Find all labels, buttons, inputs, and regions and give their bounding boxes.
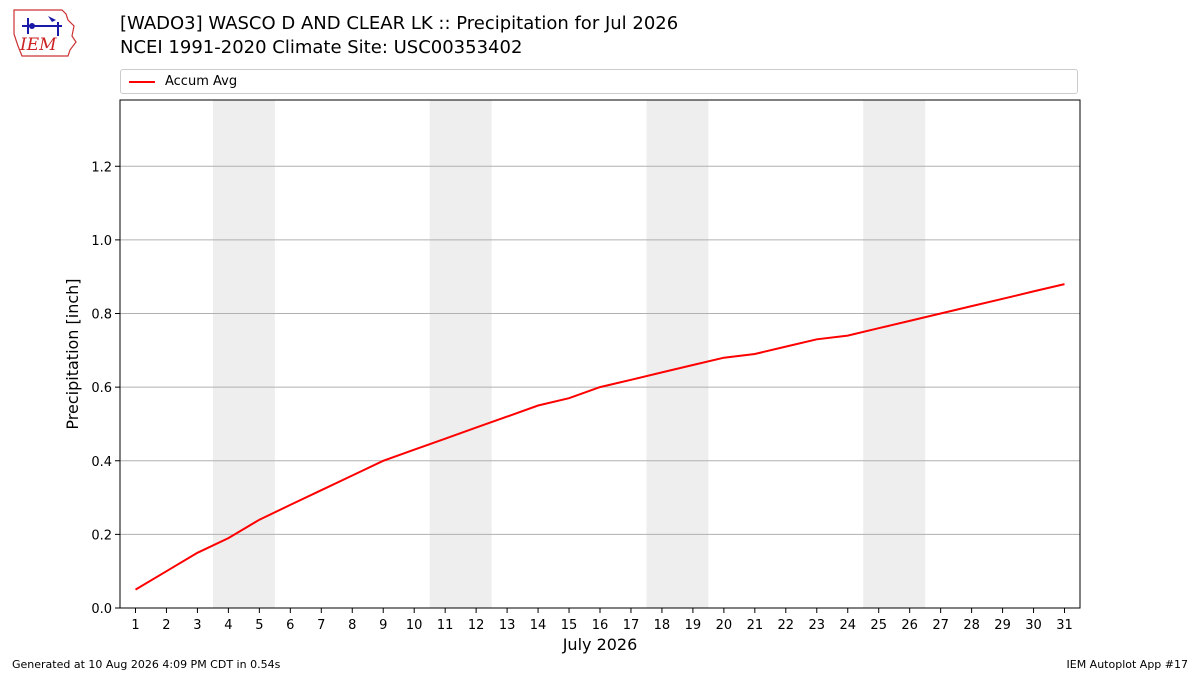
generated-timestamp: Generated at 10 Aug 2026 4:09 PM CDT in … bbox=[12, 658, 281, 671]
x-tick-label-31: 31 bbox=[1056, 618, 1073, 633]
x-tick-label-9: 9 bbox=[379, 618, 387, 633]
y-tick-label-5: 1.0 bbox=[91, 234, 112, 249]
x-tick-label-16: 16 bbox=[592, 618, 609, 633]
y-axis-label: Precipitation [inch] bbox=[63, 278, 82, 429]
series-line-accum-avg bbox=[134, 283, 1065, 591]
x-tick-label-11: 11 bbox=[437, 618, 454, 633]
chart-subtitle: NCEI 1991-2020 Climate Site: USC00353402 bbox=[120, 37, 523, 58]
x-tick-label-24: 24 bbox=[839, 618, 856, 633]
weekend-band-2 bbox=[429, 100, 492, 608]
weekend-band-4 bbox=[863, 100, 926, 608]
x-tick-label-15: 15 bbox=[561, 618, 578, 633]
x-tick-label-20: 20 bbox=[716, 618, 733, 633]
x-tick-label-21: 21 bbox=[747, 618, 764, 633]
x-tick-label-13: 13 bbox=[499, 618, 516, 633]
iem-logo: IEM bbox=[13, 9, 77, 57]
x-tick-label-29: 29 bbox=[994, 618, 1011, 633]
x-tick-label-19: 19 bbox=[685, 618, 702, 633]
x-tick-label-28: 28 bbox=[963, 618, 980, 633]
x-tick-label-5: 5 bbox=[255, 618, 263, 633]
logo-text: IEM bbox=[19, 35, 57, 55]
legend: Accum Avg bbox=[120, 69, 1078, 94]
y-tick-label-6: 1.2 bbox=[91, 160, 112, 175]
x-tick-label-23: 23 bbox=[809, 618, 826, 633]
x-tick-label-30: 30 bbox=[1025, 618, 1042, 633]
x-tick-label-27: 27 bbox=[932, 618, 949, 633]
x-tick-label-22: 22 bbox=[778, 618, 795, 633]
x-tick-label-6: 6 bbox=[286, 618, 294, 633]
y-tick-label-1: 0.2 bbox=[91, 528, 112, 543]
x-tick-label-10: 10 bbox=[406, 618, 423, 633]
x-axis-label: July 2026 bbox=[562, 635, 638, 654]
legend-line-swatch bbox=[129, 81, 155, 83]
x-tick-label-25: 25 bbox=[870, 618, 887, 633]
y-tick-label-3: 0.6 bbox=[91, 381, 112, 396]
x-tick-label-7: 7 bbox=[317, 618, 325, 633]
x-tick-label-1: 1 bbox=[131, 618, 139, 633]
x-tick-label-26: 26 bbox=[901, 618, 918, 633]
x-tick-label-18: 18 bbox=[654, 618, 671, 633]
x-tick-label-17: 17 bbox=[623, 618, 640, 633]
x-tick-label-2: 2 bbox=[162, 618, 170, 633]
app-label: IEM Autoplot App #17 bbox=[1066, 658, 1189, 671]
y-tick-label-2: 0.4 bbox=[91, 455, 112, 470]
x-tick-label-12: 12 bbox=[468, 618, 485, 633]
y-tick-label-4: 0.8 bbox=[91, 308, 112, 323]
legend-entry-accum-avg: Accum Avg bbox=[165, 74, 238, 89]
x-tick-label-4: 4 bbox=[224, 618, 232, 633]
chart-title: [WADO3] WASCO D AND CLEAR LK :: Precipit… bbox=[120, 13, 679, 34]
weekend-band-1 bbox=[212, 100, 275, 608]
y-tick-label-0: 0.0 bbox=[91, 602, 112, 617]
x-tick-label-8: 8 bbox=[348, 618, 356, 633]
x-tick-label-3: 3 bbox=[193, 618, 201, 633]
weekend-band-3 bbox=[646, 100, 709, 608]
x-tick-label-14: 14 bbox=[530, 618, 547, 633]
